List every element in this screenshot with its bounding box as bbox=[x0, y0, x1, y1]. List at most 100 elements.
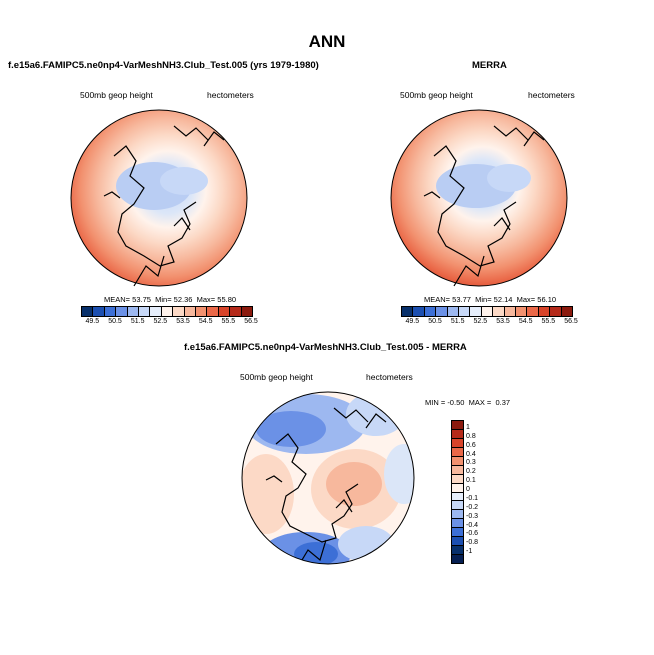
colorbar-tick-label: 0 bbox=[466, 486, 470, 493]
colorbar-swatch bbox=[452, 554, 463, 563]
colorbar-tick-label: 49.5 bbox=[405, 318, 420, 325]
colorbar-swatch bbox=[452, 428, 463, 438]
colorbar-tick-label: 0.4 bbox=[466, 450, 476, 458]
colorbar-tick-label: 52.5 bbox=[473, 318, 488, 325]
panel-2-colorbar bbox=[401, 306, 573, 317]
colorbar-swatch bbox=[183, 307, 196, 316]
panel-1-polar-map bbox=[70, 109, 248, 287]
diff-panel-variable-label: 500mb geop height bbox=[240, 372, 313, 382]
colorbar-swatch bbox=[452, 473, 463, 483]
colorbar-swatch bbox=[446, 307, 459, 316]
panel-1-colorbar-labels: 49.5 50.5 51.5 52.5 53.5 54.5 55.5 56.5 bbox=[81, 318, 258, 328]
diff-colorbar-labels: 1 0.8 0.6 0.4 0.3 0.2 0.1 0 -0.1 -0.2 -0.3 -0.4 -0.6… bbox=[466, 420, 496, 562]
colorbar-tick-label: 54.5 bbox=[518, 318, 533, 325]
colorbar-swatch bbox=[206, 307, 218, 316]
coastlines bbox=[103, 125, 225, 287]
colorbar-swatch bbox=[503, 307, 516, 316]
colorbar-tick-label: -0.3 bbox=[466, 512, 479, 520]
colorbar-swatch bbox=[492, 307, 504, 316]
colorbar-swatch bbox=[160, 307, 173, 316]
colorbar-swatch bbox=[412, 307, 424, 316]
colorbar-swatch bbox=[240, 307, 253, 316]
panel-2-variable-label: 500mb geop height bbox=[400, 90, 473, 100]
colorbar-swatch bbox=[452, 421, 463, 429]
diff-panel-units-label: hectometers bbox=[366, 372, 413, 382]
panel-1-units-label: hectometers bbox=[207, 90, 254, 100]
panel-2-title: MERRA bbox=[472, 60, 507, 71]
panel-1-title: f.e15a6.FAMIPC5.ne0np4-VarMeshNH3.Club_T… bbox=[8, 60, 319, 71]
colorbar-swatch bbox=[515, 307, 527, 316]
colorbar-swatch bbox=[480, 307, 493, 316]
panel-1-stats: MEAN= 53.75 Min= 52.36 Max= 55.80 bbox=[104, 295, 237, 304]
colorbar-swatch bbox=[452, 509, 463, 519]
panel-2-stats: MEAN= 53.77 Min= 52.14 Max= 56.10 bbox=[424, 295, 557, 304]
colorbar-swatch bbox=[452, 482, 463, 492]
colorbar-swatch bbox=[435, 307, 447, 316]
colorbar-tick-label: -0.6 bbox=[466, 530, 479, 538]
colorbar-tick-label: 1 bbox=[466, 423, 470, 431]
coastlines bbox=[265, 407, 387, 564]
figure-title: ANN bbox=[308, 32, 346, 51]
colorbar-swatch bbox=[217, 307, 230, 316]
colorbar-tick-label: 0.1 bbox=[466, 477, 476, 485]
colorbar-swatch bbox=[172, 307, 184, 316]
colorbar-swatch bbox=[126, 307, 139, 316]
colorbar-tick-label: 49.5 bbox=[85, 318, 100, 325]
panel-1-variable-label: 500mb geop height bbox=[80, 90, 153, 100]
colorbar-swatch bbox=[423, 307, 436, 316]
colorbar-tick-label: -1 bbox=[466, 548, 473, 556]
colorbar-swatch bbox=[195, 307, 207, 316]
colorbar-tick-label: 55.5 bbox=[541, 318, 556, 325]
colorbar-swatch bbox=[560, 307, 573, 316]
coastlines bbox=[423, 125, 545, 287]
colorbar-tick-label: 56.5 bbox=[244, 318, 258, 325]
colorbar-swatch bbox=[452, 464, 463, 474]
colorbar-tick-label: 51.5 bbox=[130, 318, 145, 325]
diff-colorbar bbox=[451, 420, 464, 564]
diff-panel-minmax: MIN = -0.50 MAX = 0.37 bbox=[425, 398, 511, 407]
colorbar-tick-label: 54.5 bbox=[198, 318, 213, 325]
colorbar-tick-label: 53.5 bbox=[496, 318, 510, 325]
colorbar-tick-label: 0.6 bbox=[466, 441, 476, 449]
colorbar-swatch bbox=[452, 527, 463, 537]
colorbar-tick-label: 50.5 bbox=[428, 318, 442, 325]
colorbar-tick-label: -0.8 bbox=[466, 539, 479, 547]
colorbar-tick-label: 55.5 bbox=[221, 318, 236, 325]
colorbar-swatch bbox=[452, 455, 463, 465]
colorbar-swatch bbox=[452, 446, 463, 456]
colorbar-swatch bbox=[82, 307, 93, 316]
colorbar-swatch bbox=[452, 500, 463, 510]
colorbar-tick-label: 52.5 bbox=[153, 318, 168, 325]
colorbar-tick-label: -0.2 bbox=[466, 503, 479, 511]
colorbar-tick-label: -0.1 bbox=[466, 494, 479, 502]
colorbar-swatch bbox=[149, 307, 161, 316]
colorbar-swatch bbox=[526, 307, 538, 316]
colorbar-tick-label: 56.5 bbox=[564, 318, 578, 325]
colorbar-swatch bbox=[92, 307, 104, 316]
panel-1-colorbar bbox=[81, 306, 253, 317]
colorbar-swatch bbox=[103, 307, 116, 316]
colorbar-tick-label: 51.5 bbox=[450, 318, 465, 325]
colorbar-swatch bbox=[138, 307, 150, 316]
panel-2-colorbar-labels: 49.5 50.5 51.5 52.5 53.5 54.5 55.5 56.5 bbox=[401, 318, 578, 328]
colorbar-swatch bbox=[452, 536, 463, 546]
colorbar-swatch bbox=[549, 307, 561, 316]
colorbar-swatch bbox=[452, 545, 463, 555]
colorbar-swatch bbox=[537, 307, 550, 316]
colorbar-swatch bbox=[452, 491, 463, 501]
diff-panel-polar-map bbox=[241, 391, 415, 565]
colorbar-tick-label: 53.5 bbox=[176, 318, 190, 325]
colorbar-swatch bbox=[452, 518, 463, 528]
panel-2-polar-map bbox=[390, 109, 568, 287]
colorbar-swatch bbox=[115, 307, 127, 316]
colorbar-swatch bbox=[402, 307, 413, 316]
colorbar-swatch bbox=[469, 307, 481, 316]
colorbar-swatch bbox=[452, 437, 463, 447]
colorbar-tick-label: -0.4 bbox=[466, 521, 479, 529]
colorbar-tick-label: 0.3 bbox=[466, 459, 476, 467]
colorbar-tick-label: 0.8 bbox=[466, 432, 476, 440]
panel-2-units-label: hectometers bbox=[528, 90, 575, 100]
colorbar-tick-label: 50.5 bbox=[108, 318, 122, 325]
colorbar-tick-label: 0.2 bbox=[466, 468, 476, 476]
diff-panel-title: f.e15a6.FAMIPC5.ne0np4-VarMeshNH3.Club_T… bbox=[184, 342, 467, 353]
